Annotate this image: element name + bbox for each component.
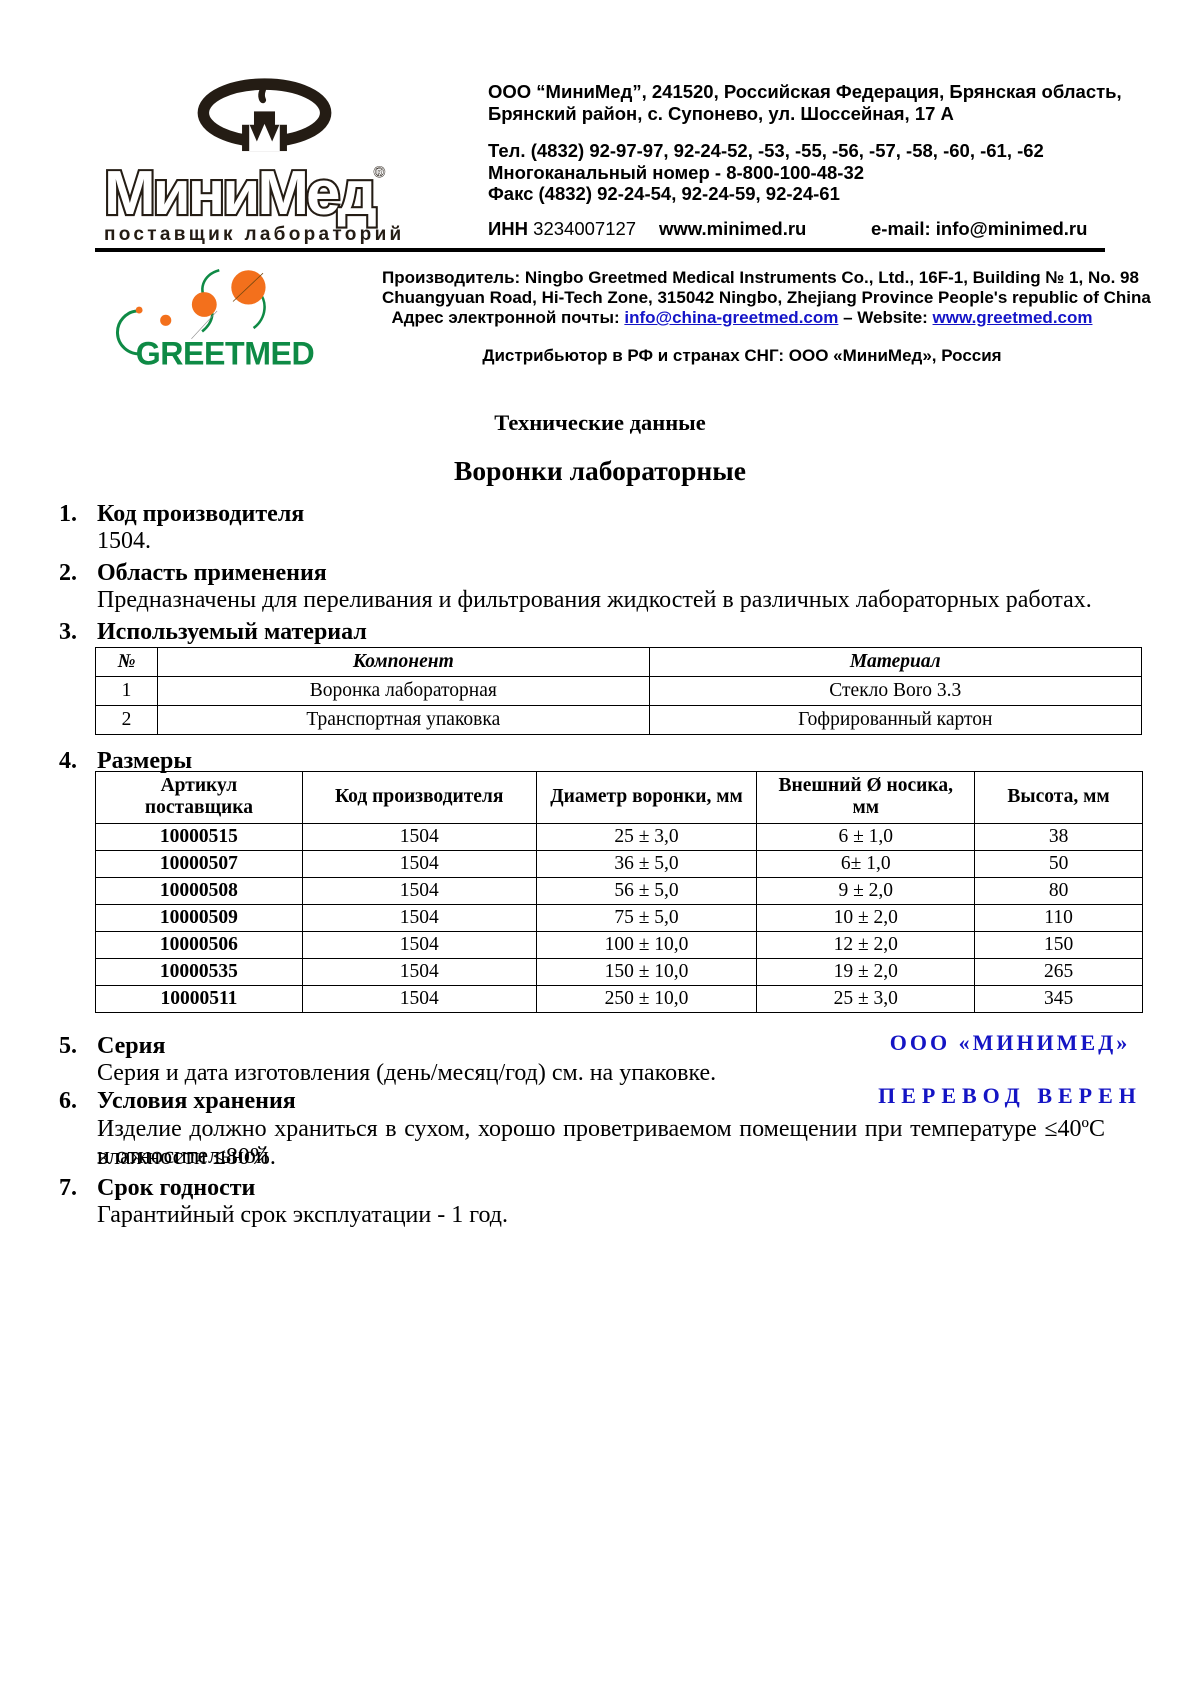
svg-text:GREETMED: GREETMED [136,336,315,372]
